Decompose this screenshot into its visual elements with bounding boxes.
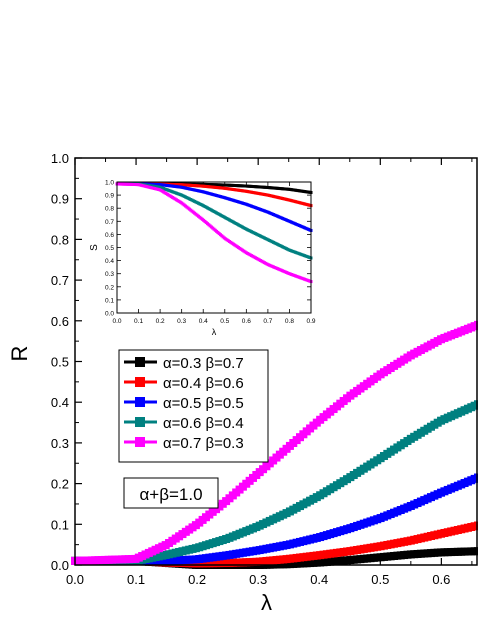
inset-y-tick-label: 0.3 <box>105 271 114 278</box>
inset-y-axis-label: S <box>89 244 100 251</box>
legend-items: α=0.3 β=0.7 α=0.4 β=0.6 α=0.5 β=0.5 α=0.6 β… <box>124 355 244 452</box>
main-plot: 0.0 0.1 0.2 0.3 0.4 0.5 0.60.00.10.20.30.40.50… <box>7 151 478 615</box>
inset-y-tick-label: 0.0 <box>105 311 114 318</box>
x-tick-label: 0.5 <box>371 572 389 587</box>
inset-x-tick-label: 0.4 <box>199 318 208 325</box>
inset-x-tick-label: 0.9 <box>306 318 315 325</box>
legend: α=0.3 β=0.7 α=0.4 β=0.6 α=0.5 β=0.5 α=0.6 β… <box>118 349 269 463</box>
main-tick-labels: 0.0 0.1 0.2 0.3 0.4 0.5 0.60.00.10.20.30.40.50… <box>51 151 450 587</box>
inset-y-tick-label: 0.9 <box>105 193 114 200</box>
y-tick-label: 1.0 <box>51 151 69 166</box>
x-tick-label: 0.4 <box>310 572 328 587</box>
inset-y-tick-label: 0.1 <box>105 297 114 304</box>
annotation: α+β=1.0 <box>123 477 219 509</box>
inset-x-tick-label: 0.0 <box>112 318 121 325</box>
inset-y-tick-label: 0.7 <box>105 219 114 226</box>
inset-y-tick-label: 0.6 <box>105 232 114 239</box>
y-tick-label: 0.0 <box>51 558 69 573</box>
x-tick-label: 0.3 <box>249 572 267 587</box>
legend-marker <box>135 417 145 427</box>
series-3-marker <box>474 473 478 482</box>
inset-x-tick-label: 0.1 <box>134 318 143 325</box>
y-tick-label: 0.3 <box>51 436 69 451</box>
main-x-axis-label: λ <box>261 590 272 615</box>
inset-tick-labels: 0.0 0.1 0.2 0.3 0.4 0.5 0.6 0.7 0.8 0.9 0.0 0.1 0.2 0… <box>105 180 316 326</box>
inset-series-4 <box>115 182 313 260</box>
main-y-axis-label: R <box>7 346 32 362</box>
x-tick-label: 0.0 <box>66 572 84 587</box>
inset-y-tick-label: 0.2 <box>105 284 114 291</box>
x-tick-label: 0.6 <box>432 572 450 587</box>
legend-label: α=0.7 β=0.3 <box>163 435 244 452</box>
y-tick-label: 0.2 <box>51 477 69 492</box>
inset-y-tick-label: 0.4 <box>105 258 114 265</box>
series-1-marker <box>474 547 478 556</box>
legend-marker <box>135 437 145 447</box>
legend-marker <box>135 357 145 367</box>
inset-x-tick-label: 0.8 <box>285 318 294 325</box>
annotation-text: α+β=1.0 <box>139 485 202 504</box>
y-tick-label: 0.8 <box>51 232 69 247</box>
main-plot-frame <box>74 157 478 566</box>
inset-plot-frame <box>116 181 312 314</box>
inset-x-tick-label: 0.7 <box>263 318 272 325</box>
annotation-box <box>123 477 219 509</box>
y-tick-label: 0.4 <box>51 395 69 410</box>
inset-background <box>117 182 311 313</box>
inset-series-5 <box>115 182 313 284</box>
series-5 <box>71 320 478 565</box>
inset-x-tick-label: 0.3 <box>177 318 186 325</box>
legend-marker <box>135 377 145 387</box>
inset-x-tick-label: 0.5 <box>220 318 229 325</box>
series-2-marker <box>474 521 478 530</box>
x-tick-label: 0.1 <box>127 572 145 587</box>
inset-y-tick-label: 0.5 <box>105 245 114 252</box>
legend-marker <box>135 397 145 407</box>
y-tick-label: 0.1 <box>51 517 69 532</box>
legend-label: α=0.3 β=0.7 <box>163 355 244 372</box>
series-5-marker <box>474 320 478 329</box>
y-tick-label: 0.6 <box>51 314 69 329</box>
x-tick-label: 0.2 <box>188 572 206 587</box>
legend-label: α=0.5 β=0.5 <box>163 395 244 412</box>
inset-series-group <box>115 182 313 284</box>
y-tick-label: 0.7 <box>51 273 69 288</box>
legend-label: α=0.6 β=0.4 <box>163 415 244 432</box>
inset-y-tick-label: 0.8 <box>105 206 114 213</box>
inset-x-axis-label: λ <box>212 327 217 337</box>
inset-x-tick-label: 0.6 <box>242 318 251 325</box>
y-tick-label: 0.9 <box>51 192 69 207</box>
inset-plot: 0.0 0.1 0.2 0.3 0.4 0.5 0.6 0.7 0.8 0.9 0.0 0.1 0.2 0… <box>89 180 316 338</box>
inset-x-tick-label: 0.2 <box>156 318 165 325</box>
series-4-marker <box>474 400 478 409</box>
y-tick-label: 0.5 <box>51 355 69 370</box>
inset-y-tick-label: 1.0 <box>105 180 114 187</box>
legend-label: α=0.4 β=0.6 <box>163 375 244 392</box>
